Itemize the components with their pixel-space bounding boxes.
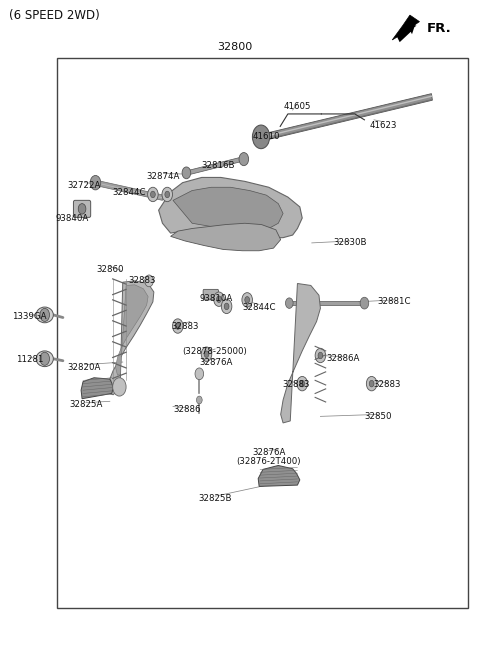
Text: 41610: 41610 bbox=[252, 132, 280, 140]
Polygon shape bbox=[186, 157, 244, 175]
Circle shape bbox=[90, 175, 101, 190]
Text: (32878-25000): (32878-25000) bbox=[183, 347, 248, 356]
Circle shape bbox=[360, 297, 369, 309]
Text: 32825A: 32825A bbox=[69, 400, 103, 409]
Circle shape bbox=[315, 348, 325, 363]
Circle shape bbox=[151, 191, 156, 197]
Text: 32844C: 32844C bbox=[242, 302, 276, 312]
Circle shape bbox=[172, 319, 183, 333]
Polygon shape bbox=[108, 281, 154, 395]
Text: 32816B: 32816B bbox=[202, 161, 235, 170]
Text: 32883: 32883 bbox=[128, 276, 156, 285]
Circle shape bbox=[297, 377, 308, 391]
Circle shape bbox=[182, 167, 191, 178]
FancyBboxPatch shape bbox=[203, 289, 218, 300]
Text: 41605: 41605 bbox=[284, 102, 311, 112]
Polygon shape bbox=[81, 378, 113, 399]
Circle shape bbox=[201, 347, 212, 361]
Text: 32825B: 32825B bbox=[198, 494, 232, 502]
Text: 32883: 32883 bbox=[171, 321, 199, 331]
Polygon shape bbox=[173, 187, 283, 231]
Circle shape bbox=[245, 297, 250, 303]
Circle shape bbox=[318, 352, 323, 359]
Circle shape bbox=[175, 323, 180, 329]
FancyArrow shape bbox=[396, 22, 416, 42]
Circle shape bbox=[78, 203, 86, 214]
Circle shape bbox=[221, 299, 232, 314]
Text: 41623: 41623 bbox=[370, 121, 397, 130]
Text: 32844C: 32844C bbox=[112, 188, 146, 197]
Text: 32820A: 32820A bbox=[68, 363, 101, 372]
Polygon shape bbox=[158, 177, 302, 237]
Circle shape bbox=[204, 351, 209, 358]
Circle shape bbox=[224, 303, 229, 310]
Text: 32860: 32860 bbox=[96, 264, 123, 274]
Polygon shape bbox=[95, 180, 163, 200]
Circle shape bbox=[300, 380, 305, 387]
Text: 32876A: 32876A bbox=[199, 358, 233, 367]
Text: 32850: 32850 bbox=[364, 412, 392, 421]
Circle shape bbox=[286, 298, 293, 308]
Text: 32883: 32883 bbox=[283, 380, 310, 390]
Circle shape bbox=[366, 377, 377, 391]
Circle shape bbox=[214, 292, 224, 306]
Text: FR.: FR. bbox=[427, 22, 451, 35]
Circle shape bbox=[252, 125, 270, 149]
Circle shape bbox=[113, 378, 126, 396]
Text: 93840A: 93840A bbox=[56, 214, 89, 223]
Text: 32800: 32800 bbox=[217, 42, 253, 52]
Polygon shape bbox=[259, 94, 432, 142]
Polygon shape bbox=[116, 285, 148, 375]
Circle shape bbox=[369, 380, 374, 387]
Text: 32883: 32883 bbox=[373, 380, 401, 390]
Circle shape bbox=[195, 368, 204, 380]
Circle shape bbox=[145, 275, 154, 287]
Circle shape bbox=[162, 187, 172, 201]
Polygon shape bbox=[258, 466, 300, 486]
Text: 32881C: 32881C bbox=[377, 297, 411, 306]
Ellipse shape bbox=[36, 307, 53, 323]
Circle shape bbox=[148, 187, 158, 201]
Text: (32876-2T400): (32876-2T400) bbox=[237, 457, 301, 466]
Circle shape bbox=[196, 396, 202, 404]
Text: 32874A: 32874A bbox=[147, 172, 180, 180]
Polygon shape bbox=[288, 300, 364, 305]
Circle shape bbox=[40, 308, 49, 321]
Text: 32722A: 32722A bbox=[68, 181, 101, 190]
Polygon shape bbox=[281, 283, 321, 423]
Polygon shape bbox=[170, 223, 281, 251]
Text: 32830B: 32830B bbox=[333, 238, 367, 247]
Polygon shape bbox=[392, 15, 420, 40]
Text: 32886A: 32886A bbox=[327, 354, 360, 363]
Ellipse shape bbox=[36, 351, 53, 367]
Text: 32886: 32886 bbox=[174, 405, 201, 415]
FancyBboxPatch shape bbox=[73, 200, 91, 217]
Text: 93810A: 93810A bbox=[200, 294, 233, 303]
Text: 32876A: 32876A bbox=[252, 448, 286, 457]
Text: (6 SPEED 2WD): (6 SPEED 2WD) bbox=[9, 9, 100, 22]
Circle shape bbox=[216, 296, 221, 302]
Text: 1339GA: 1339GA bbox=[12, 312, 47, 321]
Circle shape bbox=[40, 352, 49, 365]
Circle shape bbox=[239, 153, 249, 166]
Circle shape bbox=[165, 191, 169, 197]
Text: 11281: 11281 bbox=[16, 355, 43, 364]
Circle shape bbox=[242, 293, 252, 307]
